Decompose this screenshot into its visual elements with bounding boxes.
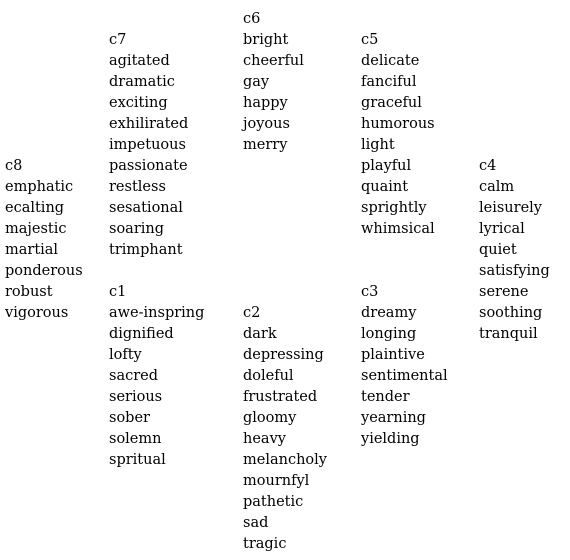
adjective-word: mournfyl [243, 473, 310, 489]
adjective-word: happy [243, 95, 288, 111]
cluster-c5: c5 delicate fanciful graceful humorous light p… [361, 30, 435, 240]
adjective-word: dignified [109, 326, 174, 342]
adjective-word: humorous [361, 116, 435, 132]
adjective-word: tranquil [479, 326, 538, 342]
adjective-word: ecalting [5, 200, 65, 216]
adjective-word: vigorous [5, 305, 69, 321]
adjective-word: spritual [109, 452, 166, 468]
adjective-word: exciting [109, 95, 168, 111]
adjective-word: exhilirated [109, 116, 189, 132]
cluster-c1: c1 awe-inspring dignified lofty sacred seriou… [109, 282, 204, 471]
adjective-word: martial [5, 242, 59, 258]
adjective-word: solemn [109, 431, 162, 447]
adjective-word: playful [361, 158, 412, 174]
adjective-word: serene [479, 284, 529, 300]
cluster-label: c4 [479, 158, 497, 174]
adjective-word: sober [109, 410, 150, 426]
cluster-c6: c6 bright cheerful gay happy joyous merry [243, 9, 304, 156]
adjective-word: robust [5, 284, 53, 300]
adjective-word: calm [479, 179, 515, 195]
cluster-label: c2 [243, 305, 261, 321]
cluster-c7: c7 agitated dramatic exciting exhilirated imp… [109, 30, 188, 261]
adjective-word: joyous [243, 116, 290, 132]
adjective-word: emphatic [5, 179, 74, 195]
adjective-word: awe-inspring [109, 305, 205, 321]
adjective-word: sprightly [361, 200, 427, 216]
cluster-label: c3 [361, 284, 379, 300]
adjective-word: heavy [243, 431, 286, 447]
adjective-word: tragic [243, 536, 287, 552]
adjective-word: lyrical [479, 221, 525, 237]
adjective-word: sacred [109, 368, 159, 384]
adjective-word: light [361, 137, 395, 153]
adjective-word: bright [243, 32, 289, 48]
cluster-label: c6 [243, 11, 261, 27]
adjective-word: gay [243, 74, 270, 90]
adjective-word: satisfying [479, 263, 550, 279]
adjective-word: depressing [243, 347, 324, 363]
adjective-word: dark [243, 326, 277, 342]
adjective-word: agitated [109, 53, 170, 69]
adjective-word: leisurely [479, 200, 542, 216]
adjective-word: soaring [109, 221, 165, 237]
adjective-word: restless [109, 179, 166, 195]
adjective-word: fanciful [361, 74, 417, 90]
adjective-word: merry [243, 137, 288, 153]
adjective-word: sesational [109, 200, 183, 216]
adjective-word: dreamy [361, 305, 417, 321]
adjective-word: impetuous [109, 137, 186, 153]
adjective-word: ponderous [5, 263, 83, 279]
cluster-label: c7 [109, 32, 127, 48]
adjective-word: graceful [361, 95, 422, 111]
cluster-c8: c8 emphatic ecalting majestic martial pondero… [5, 156, 83, 324]
adjective-word: sad [243, 515, 269, 531]
cluster-label: c8 [5, 158, 23, 174]
adjective-word: gloomy [243, 410, 297, 426]
cluster-label: c5 [361, 32, 379, 48]
adjective-word: trimphant [109, 242, 183, 258]
adjective-word: delicate [361, 53, 420, 69]
adjective-word: quiet [479, 242, 517, 258]
adjective-word: frustrated [243, 389, 318, 405]
adjective-word: sentimental [361, 368, 448, 384]
adjective-word: lofty [109, 347, 142, 363]
adjective-word: soothing [479, 305, 543, 321]
adjective-word: plaintive [361, 347, 425, 363]
adjective-word: yielding [361, 431, 420, 447]
adjective-word: longing [361, 326, 417, 342]
cluster-label: c1 [109, 284, 127, 300]
adjective-word: melancholy [243, 452, 327, 468]
adjective-word: dramatic [109, 74, 175, 90]
adjective-word: tender [361, 389, 410, 405]
adjective-word: whimsical [361, 221, 435, 237]
cluster-c3: c3 dreamy longing plaintive sentimental tende… [361, 282, 448, 450]
adjective-word: pathetic [243, 494, 304, 510]
adjective-word: majestic [5, 221, 67, 237]
cluster-c4: c4 calm leisurely lyrical quiet satisfying ser… [479, 156, 550, 345]
adjective-word: quaint [361, 179, 409, 195]
adjective-word: cheerful [243, 53, 304, 69]
cluster-c2: c2 dark depressing doleful frustrated gloomy h… [243, 303, 327, 555]
adjective-word: doleful [243, 368, 294, 384]
adjective-word: yearning [361, 410, 426, 426]
adjective-word: passionate [109, 158, 188, 174]
adjective-word: serious [109, 389, 163, 405]
